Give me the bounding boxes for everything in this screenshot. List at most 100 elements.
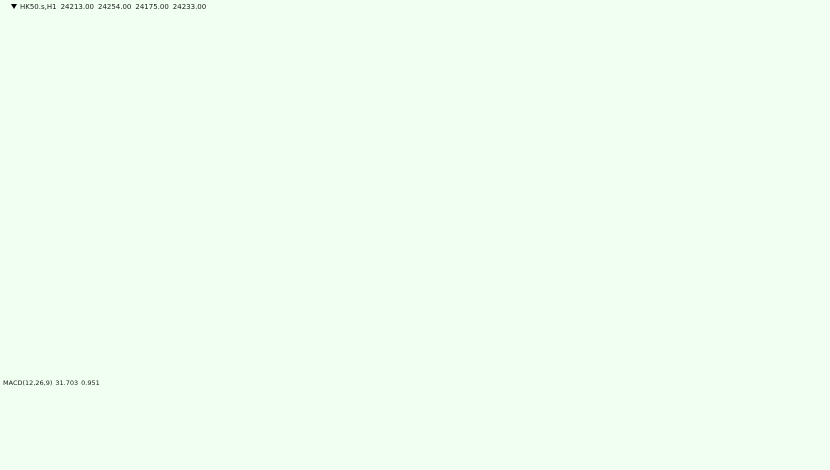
candle [228, 105, 233, 127]
candle [612, 335, 617, 343]
candle [510, 302, 515, 317]
macd-tick-label: -216.71 [802, 454, 829, 462]
time-label: 19 Nov 16:00 [377, 460, 424, 468]
macd-histogram-bar [360, 413, 365, 456]
price-tick-label: 24616.95 [802, 166, 830, 174]
macd-histogram-bar [642, 378, 646, 414]
macd-histogram-bar [420, 413, 425, 456]
price-tick-label: 23159.45 [802, 357, 830, 365]
level-price-label: 23818.00 [801, 271, 830, 279]
candle [456, 151, 461, 172]
candle [306, 24, 311, 35]
candle [630, 263, 635, 291]
macd-name: MACD(12,26,9) [3, 379, 53, 387]
candle [450, 158, 455, 172]
macd-histogram-bar [606, 413, 610, 456]
candle [474, 154, 479, 212]
price-tick-label: 25529.95 [802, 46, 830, 54]
close-value: 24233.00 [172, 3, 207, 11]
candle [552, 276, 557, 284]
candle [192, 142, 197, 149]
candle [354, 68, 359, 74]
macd-histogram-bar [438, 413, 443, 446]
candle [31, 59, 35, 67]
candle [90, 79, 95, 94]
macd-histogram-bar [252, 378, 257, 414]
current-price-badge [799, 215, 830, 224]
candle [402, 145, 407, 159]
macd-histogram-bar [115, 413, 119, 451]
candle [600, 296, 605, 330]
candle [672, 223, 677, 238]
macd-histogram-bar [91, 413, 95, 438]
macd-histogram-bar [630, 388, 634, 414]
dropdown-triangle-icon[interactable] [11, 4, 17, 9]
price-tick-label: 24801.20 [802, 142, 830, 150]
time-label: 10 Dec 15:00 [706, 460, 753, 468]
candle [606, 328, 611, 337]
macd-histogram-bar [187, 413, 191, 440]
candle [666, 237, 671, 251]
macd-histogram-bar [552, 413, 556, 417]
macd-histogram-bar [492, 413, 496, 456]
macd-histogram-bar [516, 413, 520, 456]
candle [408, 151, 413, 159]
candle [1, 30, 5, 35]
macd-histogram-bar [235, 378, 239, 414]
macd-histogram-bar [654, 378, 658, 414]
candle [714, 219, 718, 238]
time-label: 15 Nov 12:00 [283, 460, 330, 468]
arrow-head-icon [773, 98, 778, 105]
candle [84, 66, 89, 81]
candle [366, 105, 371, 127]
candle [7, 33, 11, 39]
candle [636, 243, 641, 264]
candle [78, 40, 83, 67]
macd-histogram-bar [372, 413, 377, 456]
price-tick-label: 23340.95 [802, 333, 830, 341]
macd-histogram-bar [384, 413, 389, 456]
macd-histogram-bar [582, 408, 586, 414]
candle [222, 125, 227, 140]
macd-histogram-bar [714, 391, 718, 414]
macd-histogram-bar [121, 413, 125, 449]
candle [576, 273, 581, 278]
projection-arrow [731, 97, 778, 275]
macd-histogram-bar [414, 413, 419, 456]
macd-histogram-bar [247, 378, 251, 414]
macd-histogram-bar [666, 378, 670, 414]
macd-histogram-bar [396, 413, 401, 456]
macd-histogram-bar [426, 413, 431, 446]
candle [492, 243, 497, 264]
candle [318, 26, 323, 31]
price-pane-frame [0, 0, 798, 374]
time-label: 27 Oct 2021 [2, 460, 45, 468]
macd-histogram-bar [648, 378, 652, 414]
macd-histogram-bar [624, 413, 628, 425]
macd-histogram-bar [264, 378, 269, 414]
candle [25, 53, 29, 61]
sma-line [2, 33, 717, 289]
macd-title: MACD(12,26,9) 31.703 0.951 [3, 379, 103, 387]
macd-histogram-bar [534, 413, 538, 456]
macd-histogram-bar [474, 413, 478, 456]
price-tick-label: 25345.70 [802, 70, 830, 78]
candle [258, 79, 263, 87]
candle [642, 237, 647, 245]
symbol: HK50.s,H1 [20, 3, 57, 11]
candle [150, 118, 155, 130]
candle [468, 154, 473, 157]
macd-histogram-bar [19, 413, 23, 430]
candle [390, 131, 395, 140]
macd-histogram-bar [462, 413, 467, 426]
macd-histogram-bar [25, 413, 29, 437]
macd-histogram-bar [672, 378, 676, 414]
price-tick-label: 24072.45 [802, 237, 830, 245]
candle [210, 151, 215, 179]
macd-histogram-bar [402, 413, 407, 456]
macd-tick-label: 172.919 [802, 375, 830, 383]
candle [114, 105, 119, 109]
level-price-label: 23294.97 [801, 340, 830, 348]
macd-histogram-bar [55, 413, 59, 449]
